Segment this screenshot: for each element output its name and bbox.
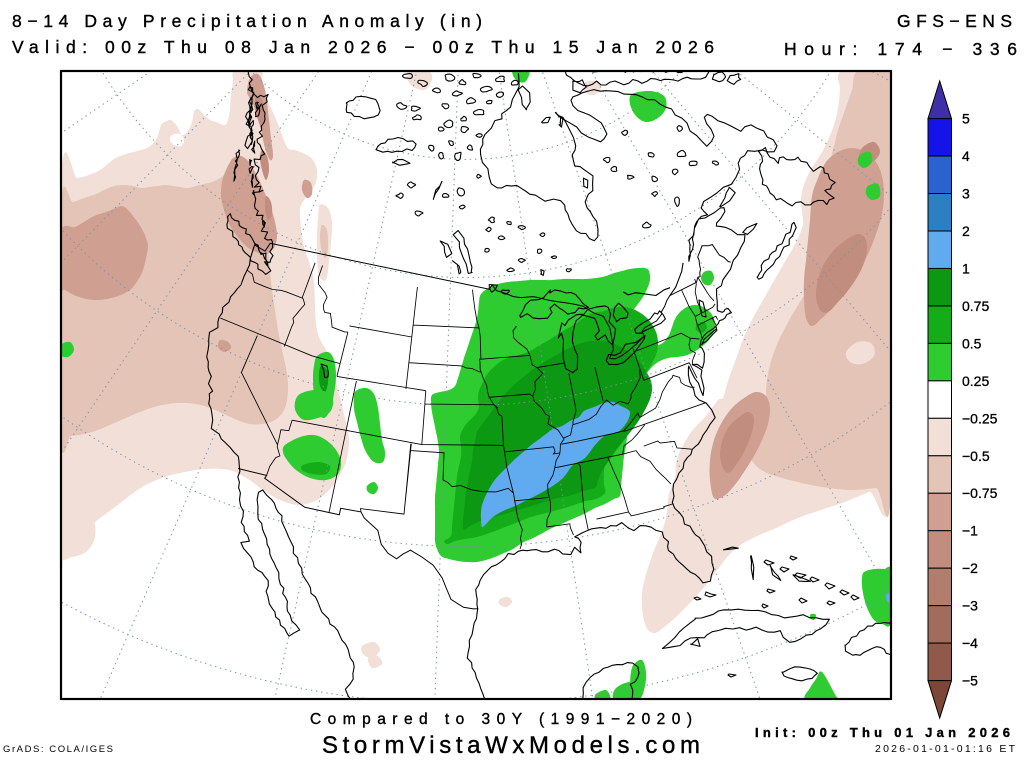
svg-text:2026-01-01-01:16 ET: 2026-01-01-01:16 ET (875, 743, 1016, 755)
svg-text:0.5: 0.5 (962, 335, 982, 351)
svg-text:2: 2 (962, 223, 970, 239)
svg-text:−1: −1 (962, 523, 978, 539)
svg-text:4: 4 (962, 148, 970, 164)
svg-text:Compared to 30Y (1991−2020): Compared to 30Y (1991−2020) (310, 711, 692, 728)
svg-text:−3: −3 (962, 598, 978, 614)
svg-text:3: 3 (962, 186, 970, 202)
svg-text:−5: −5 (962, 673, 978, 689)
svg-text:GrADS: COLA/IGES: GrADS: COLA/IGES (3, 744, 113, 755)
svg-text:5: 5 (962, 111, 970, 127)
svg-text:GFS−ENS: GFS−ENS (897, 11, 1012, 31)
svg-text:0.25: 0.25 (962, 373, 989, 389)
svg-text:−0.75: −0.75 (962, 485, 998, 501)
svg-text:−0.25: −0.25 (962, 410, 998, 426)
svg-text:0.75: 0.75 (962, 298, 989, 314)
svg-text:1: 1 (962, 261, 970, 277)
svg-text:−0.5: −0.5 (962, 448, 990, 464)
svg-text:−4: −4 (962, 635, 978, 651)
svg-text:−2: −2 (962, 560, 978, 576)
